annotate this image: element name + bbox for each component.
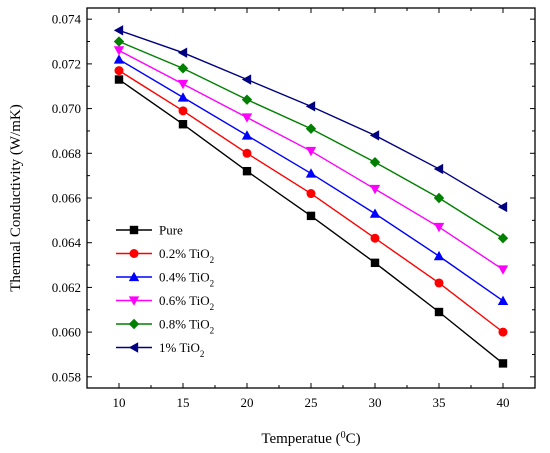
x-tick-label: 15	[177, 395, 190, 410]
y-tick-label: 0.068	[52, 146, 81, 161]
legend-label-sub: 2	[210, 255, 215, 265]
data-point	[306, 168, 316, 177]
legend-label-text: 0.6% TiO	[159, 293, 210, 308]
legend-marker	[129, 319, 139, 329]
legend-label-text: 0.2% TiO	[159, 246, 210, 261]
y-axis-title: Thermal Conductivity (W/mK)	[8, 104, 24, 291]
x-axis-title: Temperatue (0C)	[261, 430, 360, 448]
y-tick-label: 0.066	[52, 191, 82, 206]
data-point	[115, 75, 123, 83]
legend-label: 0.2% TiO2	[159, 246, 214, 265]
data-point	[434, 164, 443, 174]
data-point	[435, 278, 444, 287]
y-tick-label: 0.070	[52, 101, 81, 116]
data-point	[242, 130, 252, 139]
data-point	[242, 113, 252, 122]
x-tick-label: 20	[241, 395, 254, 410]
x-tick-label: 25	[305, 395, 318, 410]
y-tick-label: 0.064	[52, 235, 82, 250]
data-point	[178, 63, 188, 73]
data-point	[434, 223, 444, 232]
x-tick-label: 40	[497, 395, 510, 410]
data-point	[370, 208, 380, 217]
legend-label: 0.8% TiO2	[159, 317, 214, 336]
legend-item: 1% TiO2	[116, 340, 204, 359]
data-point	[307, 212, 315, 220]
data-point	[306, 124, 316, 134]
data-point	[242, 94, 252, 104]
legend-label-text: 0.8% TiO	[159, 317, 210, 332]
legend-label-sub: 2	[200, 349, 205, 359]
data-point	[370, 185, 380, 194]
data-point	[178, 92, 188, 101]
data-point	[178, 48, 187, 58]
data-point	[435, 308, 443, 316]
data-point	[306, 101, 315, 111]
legend-label-sub: 2	[210, 326, 215, 336]
data-point	[498, 265, 508, 274]
legend-label-text: Pure	[159, 223, 183, 238]
y-tick-label: 0.072	[52, 56, 81, 71]
series-5	[114, 25, 507, 212]
series-line	[119, 30, 503, 207]
legend-label: Pure	[159, 223, 183, 238]
x-tick-label: 10	[113, 395, 126, 410]
series-2	[114, 54, 508, 305]
legend-item: 0.4% TiO2	[116, 270, 214, 289]
legend-marker	[129, 342, 138, 352]
legend-item: 0.8% TiO2	[116, 317, 214, 336]
data-point	[370, 130, 379, 140]
legend-marker	[130, 249, 139, 258]
x-tick-label: 30	[369, 395, 382, 410]
data-point	[307, 189, 316, 198]
data-point	[179, 120, 187, 128]
legend-item: 0.2% TiO2	[116, 246, 214, 265]
data-point	[498, 296, 508, 305]
legend-marker	[130, 226, 138, 234]
x-tick-label: 35	[433, 395, 446, 410]
y-tick-label: 0.074	[52, 12, 82, 27]
legend-label-text: 1% TiO	[159, 340, 200, 355]
data-point	[306, 147, 316, 156]
data-point	[434, 193, 444, 203]
y-tick-label: 0.062	[52, 280, 81, 295]
legend-item: 0.6% TiO2	[116, 293, 214, 312]
series-3	[114, 46, 508, 274]
legend-label: 1% TiO2	[159, 340, 204, 359]
data-point	[371, 234, 380, 243]
data-point	[114, 46, 124, 55]
data-point	[499, 359, 507, 367]
y-tick-label: 0.058	[52, 369, 81, 384]
data-point	[178, 80, 188, 89]
data-point	[498, 233, 508, 243]
x-axis-title-unit: C)	[346, 431, 361, 447]
data-point	[371, 259, 379, 267]
data-point	[115, 66, 124, 75]
x-axis-title-text: Temperatue (	[261, 431, 340, 447]
series-line	[119, 59, 503, 300]
data-point	[370, 157, 380, 167]
legend-label: 0.4% TiO2	[159, 270, 214, 289]
legend-label-text: 0.4% TiO	[159, 270, 210, 285]
data-point	[114, 25, 123, 35]
legend-label-sub: 2	[210, 302, 215, 312]
data-point	[243, 149, 252, 158]
data-point	[114, 36, 124, 46]
series-line	[119, 42, 503, 239]
y-tick-label: 0.060	[52, 325, 81, 340]
data-point	[242, 74, 251, 84]
data-point	[498, 202, 507, 212]
legend-label: 0.6% TiO2	[159, 293, 214, 312]
data-point	[434, 251, 444, 260]
legend-item: Pure	[116, 223, 183, 238]
data-point	[499, 328, 508, 337]
data-point	[243, 167, 251, 175]
legend-label-sub: 2	[210, 279, 215, 289]
axis-ticks: 10 15 20 25 30 35 40 0.058 0.060 0.062 0.064 0.066 0…	[52, 8, 535, 410]
data-point	[179, 106, 188, 115]
